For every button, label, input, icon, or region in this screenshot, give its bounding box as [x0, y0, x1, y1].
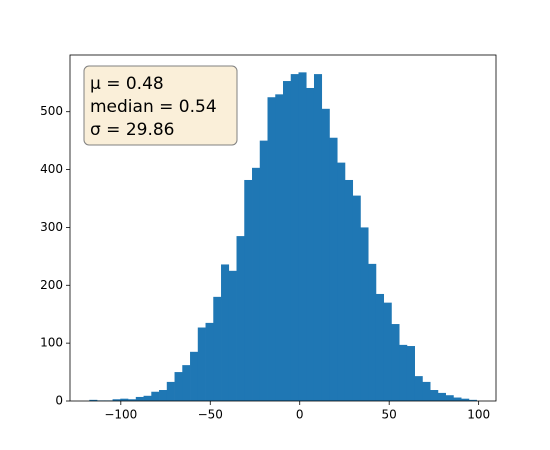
bar — [159, 390, 168, 401]
bar — [89, 399, 98, 401]
bar — [290, 74, 299, 402]
bar — [352, 195, 361, 401]
bar — [445, 395, 454, 401]
bar — [368, 263, 377, 401]
axes-frame — [69, 54, 497, 402]
bar — [422, 381, 431, 401]
bar — [267, 97, 276, 401]
x-tick-label: −100 — [104, 408, 137, 422]
bar — [406, 346, 416, 401]
bar — [383, 302, 392, 401]
bar — [298, 72, 307, 402]
bar — [461, 398, 470, 401]
bar — [190, 351, 199, 401]
bar — [197, 327, 206, 401]
y-tick-label: 0 — [55, 394, 63, 408]
annotation-line: σ = 29.86 — [90, 120, 175, 140]
bar — [391, 324, 400, 401]
bar — [112, 399, 121, 401]
annotation-box: μ = 0.48 median = 0.54 σ = 29.86 — [83, 65, 238, 146]
bar — [360, 227, 369, 401]
y-tick-label: 200 — [40, 278, 63, 292]
bar — [344, 179, 354, 401]
bar — [205, 322, 214, 401]
bar — [306, 87, 315, 402]
bar — [213, 296, 222, 401]
x-tick-label: 100 — [467, 408, 490, 422]
bar — [244, 179, 253, 401]
bar — [283, 81, 292, 401]
bar — [182, 365, 191, 401]
x-tick-label: 50 — [382, 408, 397, 422]
bar — [337, 162, 346, 401]
bar — [453, 397, 462, 401]
bar — [252, 167, 261, 401]
bar — [128, 399, 137, 401]
y-tick-label: 500 — [40, 104, 63, 118]
bar — [135, 396, 144, 401]
bar — [275, 94, 284, 401]
bar — [399, 344, 408, 401]
bar — [228, 270, 237, 401]
bar — [120, 398, 129, 401]
bar — [329, 137, 338, 401]
bar — [414, 376, 423, 401]
bar — [468, 399, 477, 401]
bar — [259, 140, 268, 401]
x-tick-label: −50 — [198, 408, 223, 422]
annotation-line: μ = 0.48 — [90, 74, 164, 94]
x-tick-label: 0 — [296, 408, 304, 422]
bar — [313, 74, 323, 402]
y-tick-label: 100 — [40, 336, 63, 350]
bar — [174, 372, 183, 401]
bar — [236, 236, 245, 401]
bar — [143, 395, 152, 401]
annotation-background — [83, 65, 238, 146]
annotation-line: median = 0.54 — [90, 97, 217, 117]
bar — [321, 108, 330, 402]
y-tick-label: 300 — [40, 220, 63, 234]
bar — [166, 381, 175, 401]
bar — [437, 392, 446, 401]
bar — [221, 264, 230, 401]
y-tick-label: 400 — [40, 162, 63, 176]
bar — [430, 390, 439, 401]
bar — [151, 391, 160, 401]
bar — [375, 293, 385, 401]
